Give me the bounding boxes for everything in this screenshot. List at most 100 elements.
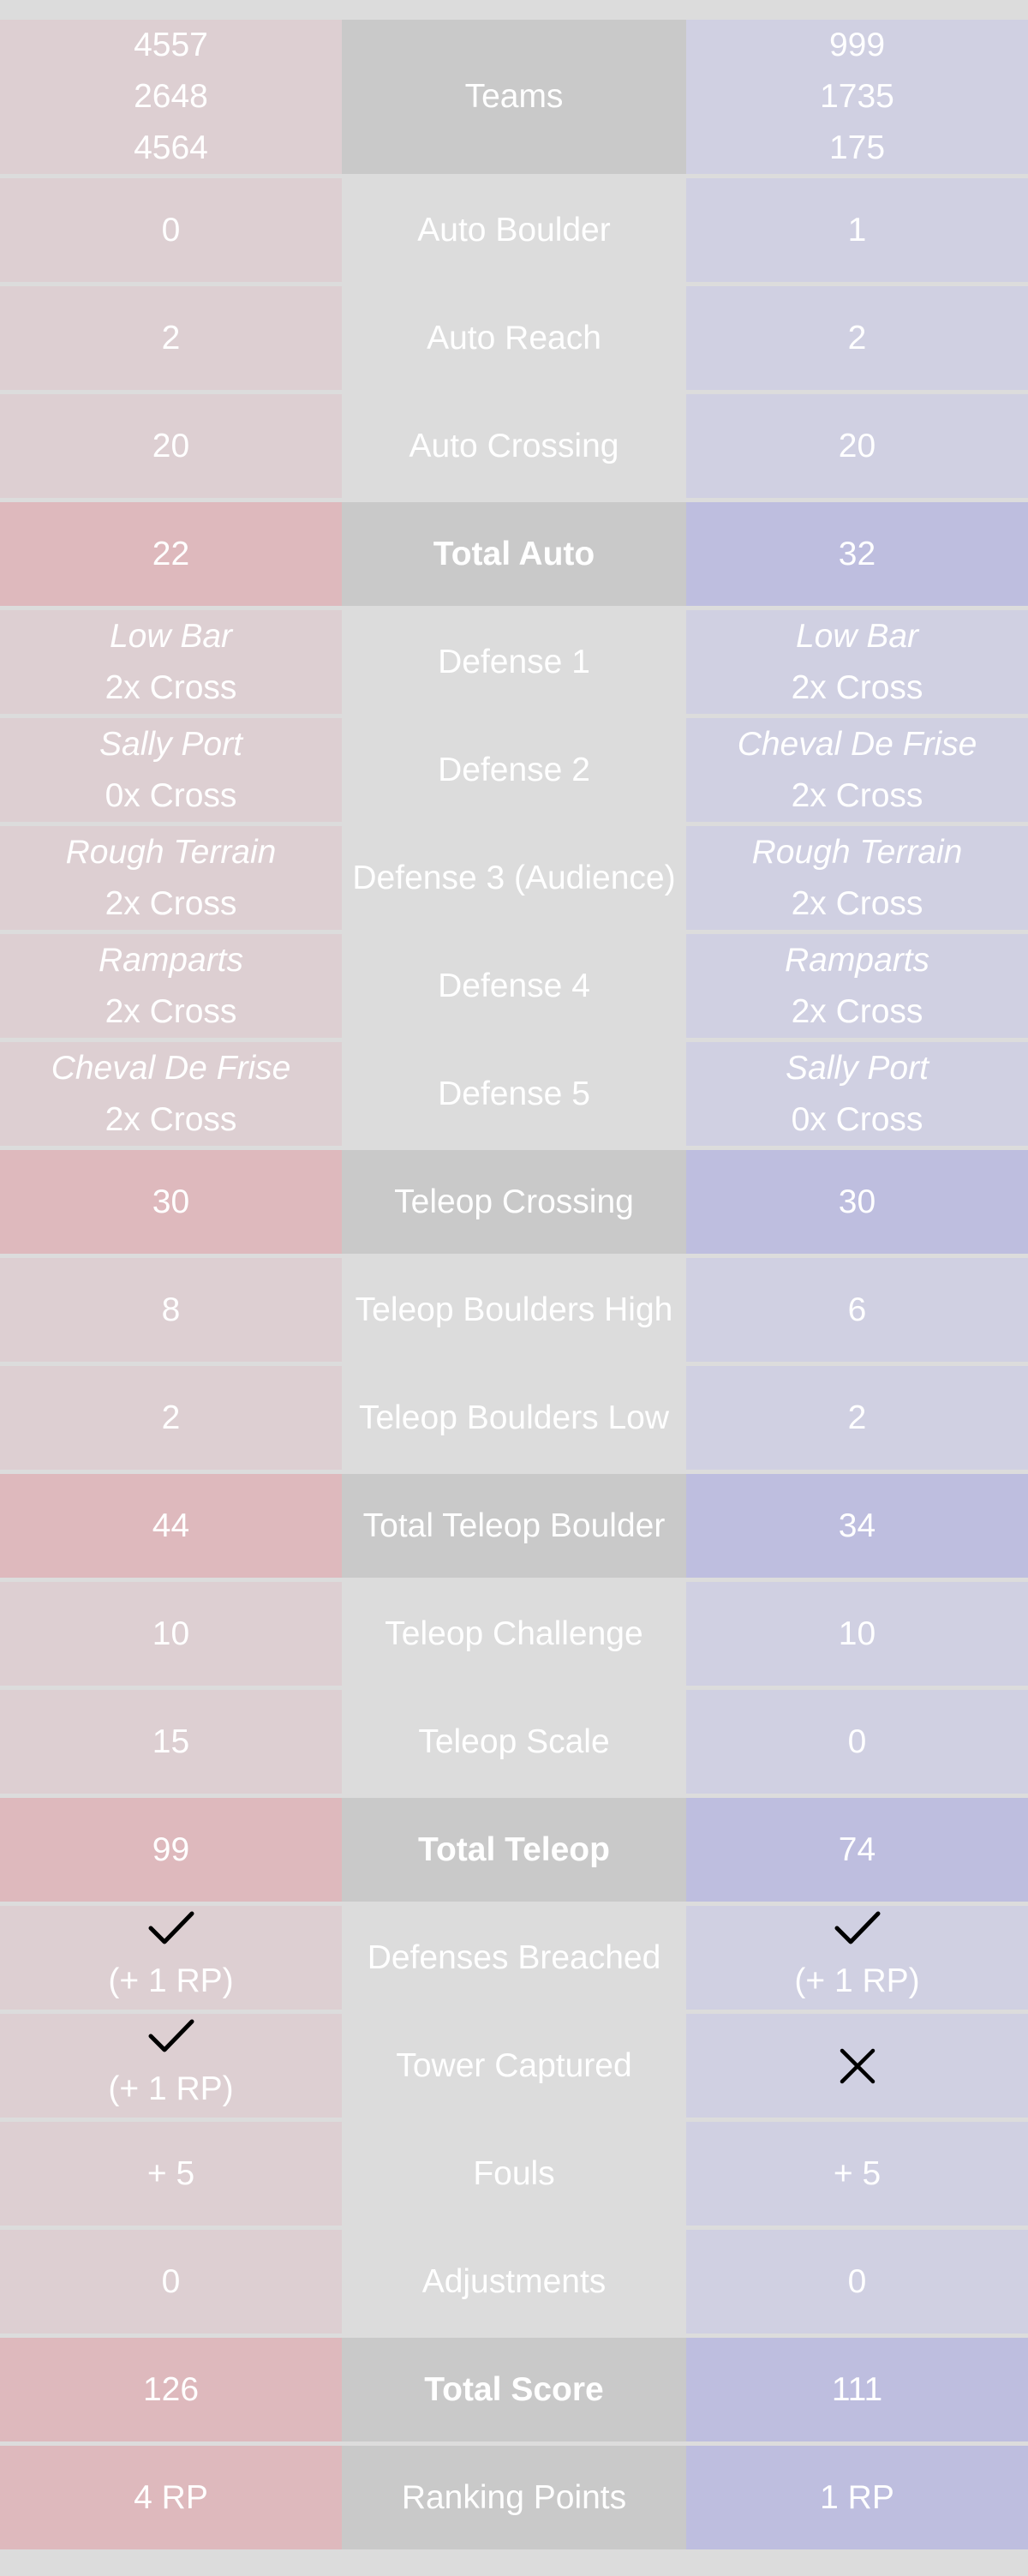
red-value: 20: [0, 394, 342, 498]
row-label: Total Score: [342, 2338, 686, 2441]
row-auto-reach: 2 Auto Reach 2: [0, 286, 1028, 390]
red-rp-cell: (+ 1 RP): [0, 1906, 342, 2010]
blue-rp-cell: (+ 1 RP): [686, 1906, 1028, 2010]
row-label: Auto Reach: [342, 286, 686, 390]
blue-value: 1: [686, 178, 1028, 282]
row-label: Defense 3 (Audience): [342, 826, 686, 930]
check-icon: [834, 1909, 881, 1947]
red-team-number: 4557: [134, 27, 208, 63]
red-value: + 5: [0, 2122, 342, 2226]
blue-value: 2: [686, 286, 1028, 390]
blue-value: 74: [686, 1798, 1028, 1902]
check-icon: [148, 2017, 194, 2055]
red-value: 0: [0, 2230, 342, 2333]
defense-name: Sally Port: [786, 1049, 929, 1087]
defense-cross-count: 2x Cross: [105, 884, 237, 922]
row-label: Tower Captured: [342, 2014, 686, 2118]
row-label: Defenses Breached: [342, 1906, 686, 2010]
red-value: 8: [0, 1258, 342, 1362]
row-teams: 4557 2648 4564 Teams 999 1735 175: [0, 20, 1028, 174]
row-total-auto: 22 Total Auto 32: [0, 502, 1028, 606]
defense-cross-count: 0x Cross: [105, 776, 237, 814]
red-defense-cell: Low Bar 2x Cross: [0, 610, 342, 714]
defense-name: Rough Terrain: [65, 833, 277, 871]
red-value: 4 RP: [0, 2446, 342, 2549]
blue-team-number: 1735: [820, 78, 894, 115]
row-teleop-boulders-high: 8 Teleop Boulders High 6: [0, 1258, 1028, 1362]
row-label: Teams: [342, 20, 686, 174]
blue-defense-cell: Low Bar 2x Cross: [686, 610, 1028, 714]
row-tower-captured: (+ 1 RP) Tower Captured: [0, 2014, 1028, 2118]
blue-team-number: 175: [828, 129, 886, 166]
row-total-teleop: 99 Total Teleop 74: [0, 1798, 1028, 1902]
row-label: Teleop Scale: [342, 1690, 686, 1794]
rp-bonus-text: (+ 1 RP): [108, 1962, 234, 1999]
row-auto-boulder: 0 Auto Boulder 1: [0, 178, 1028, 282]
red-defense-cell: Cheval De Frise 2x Cross: [0, 1042, 342, 1146]
row-ranking-points: 4 RP Ranking Points 1 RP: [0, 2446, 1028, 2549]
row-label: Adjustments: [342, 2230, 686, 2333]
red-value: 15: [0, 1690, 342, 1794]
row-label: Teleop Boulders Low: [342, 1366, 686, 1470]
row-defense-3: Rough Terrain 2x Cross Defense 3 (Audien…: [0, 826, 1028, 930]
blue-rp-cell: [686, 2014, 1028, 2118]
blue-value: 34: [686, 1474, 1028, 1578]
defense-cross-count: 0x Cross: [791, 1100, 923, 1138]
row-label: Teleop Boulders High: [342, 1258, 686, 1362]
red-value: 2: [0, 286, 342, 390]
row-total-score: 126 Total Score 111: [0, 2338, 1028, 2441]
cross-icon: [839, 2047, 876, 2085]
row-label: Defense 2: [342, 718, 686, 822]
blue-defense-cell: Cheval De Frise 2x Cross: [686, 718, 1028, 822]
red-team-number: 2648: [134, 78, 208, 115]
blue-value: 1 RP: [686, 2446, 1028, 2549]
row-fouls: + 5 Fouls + 5: [0, 2122, 1028, 2226]
red-value: 30: [0, 1150, 342, 1254]
blue-value: 32: [686, 502, 1028, 606]
red-team-number: 4564: [134, 129, 208, 166]
red-defense-cell: Rough Terrain 2x Cross: [0, 826, 342, 930]
blue-value: 0: [686, 1690, 1028, 1794]
blue-value: 6: [686, 1258, 1028, 1362]
blue-value: 2: [686, 1366, 1028, 1470]
row-label: Auto Crossing: [342, 394, 686, 498]
blue-teams-cell: 999 1735 175: [686, 20, 1028, 174]
blue-value: + 5: [686, 2122, 1028, 2226]
row-defense-5: Cheval De Frise 2x Cross Defense 5 Sally…: [0, 1042, 1028, 1146]
row-label: Defense 4: [342, 934, 686, 1038]
row-teleop-boulders-low: 2 Teleop Boulders Low 2: [0, 1366, 1028, 1470]
defense-cross-count: 2x Cross: [105, 1100, 237, 1138]
defense-name: Rough Terrain: [751, 833, 963, 871]
row-auto-crossing: 20 Auto Crossing 20: [0, 394, 1028, 498]
red-value: 10: [0, 1582, 342, 1686]
defense-name: Sally Port: [99, 725, 242, 763]
row-defense-4: Ramparts 2x Cross Defense 4 Ramparts 2x …: [0, 934, 1028, 1038]
match-breakdown-table: 4557 2648 4564 Teams 999 1735 175 0 Auto…: [0, 20, 1028, 2554]
blue-team-number: 999: [828, 27, 886, 63]
row-label: Fouls: [342, 2122, 686, 2226]
row-label: Total Teleop: [342, 1798, 686, 1902]
defense-name: Cheval De Frise: [737, 725, 977, 763]
blue-defense-cell: Ramparts 2x Cross: [686, 934, 1028, 1038]
red-value: 99: [0, 1798, 342, 1902]
defense-name: Ramparts: [784, 941, 930, 979]
defense-cross-count: 2x Cross: [105, 668, 237, 706]
row-label: Ranking Points: [342, 2446, 686, 2549]
row-label: Teleop Crossing: [342, 1150, 686, 1254]
blue-value: 10: [686, 1582, 1028, 1686]
rp-bonus-text: (+ 1 RP): [794, 1962, 920, 1999]
rp-bonus-text: (+ 1 RP): [108, 2070, 234, 2107]
row-teleop-crossing: 30 Teleop Crossing 30: [0, 1150, 1028, 1254]
blue-defense-cell: Sally Port 0x Cross: [686, 1042, 1028, 1146]
defense-name: Cheval De Frise: [51, 1049, 291, 1087]
defense-name: Low Bar: [109, 617, 233, 655]
row-label: Total Teleop Boulder: [342, 1474, 686, 1578]
blue-value: 111: [686, 2338, 1028, 2441]
blue-value: 0: [686, 2230, 1028, 2333]
red-defense-cell: Ramparts 2x Cross: [0, 934, 342, 1038]
red-value: 44: [0, 1474, 342, 1578]
blue-value: 30: [686, 1150, 1028, 1254]
row-defenses-breached: (+ 1 RP) Defenses Breached (+ 1 RP): [0, 1906, 1028, 2010]
defense-name: Low Bar: [795, 617, 919, 655]
row-label: Defense 1: [342, 610, 686, 714]
